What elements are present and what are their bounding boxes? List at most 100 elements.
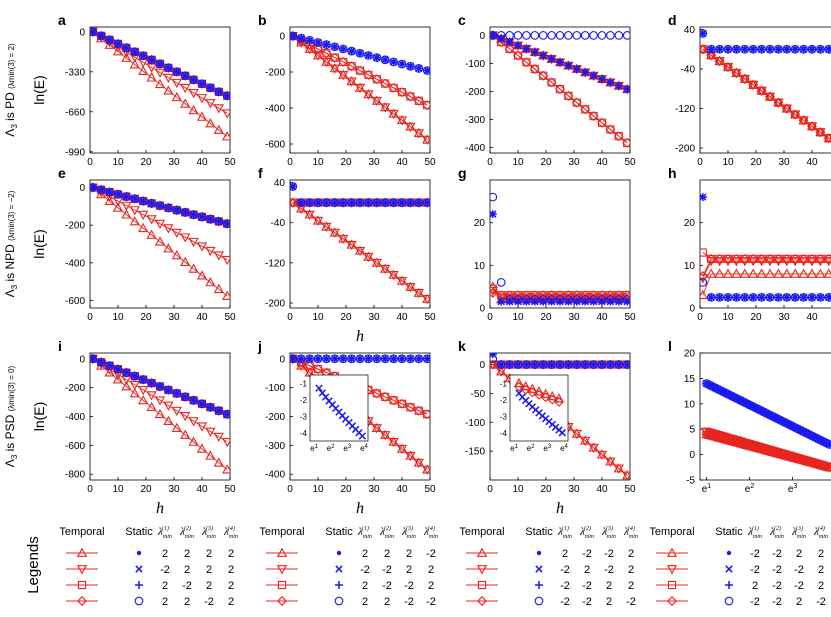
point-utri <box>146 229 157 239</box>
legend-value: 2 <box>428 580 434 592</box>
y-tick-label: -100 <box>465 418 485 429</box>
point-o <box>364 51 373 60</box>
x-tick-label: 0 <box>487 484 493 495</box>
point-o <box>496 360 506 369</box>
legend-value: 2 <box>796 548 802 560</box>
x-tick-label: 0 <box>87 157 93 168</box>
x-tick-label: 30 <box>168 484 180 495</box>
legend-marker-temporal <box>76 547 88 557</box>
point-dia <box>812 459 823 470</box>
point-o <box>130 371 140 381</box>
point-plus <box>522 360 531 369</box>
point-utri <box>154 408 166 419</box>
point-dia <box>790 253 801 264</box>
point-dtri <box>163 73 174 83</box>
point-dia <box>555 84 565 95</box>
x-tick-label: 30 <box>568 312 580 323</box>
y-tick-label: 15 <box>684 374 696 385</box>
point-o <box>113 189 123 199</box>
x-tick-label: 0 <box>697 312 703 323</box>
point-dtri <box>596 450 608 460</box>
point-o <box>799 44 808 54</box>
legend-value: -2 <box>360 564 370 576</box>
point-dtri <box>146 391 157 401</box>
point-dia <box>490 359 498 370</box>
series-layer <box>290 30 430 146</box>
point-dia <box>750 442 760 453</box>
point-o <box>589 31 598 40</box>
point-dia <box>807 121 817 132</box>
point-o <box>555 295 565 304</box>
legend-header-lambda: λmin(2) <box>579 525 594 540</box>
point-dtri <box>138 210 149 220</box>
point-dtri <box>163 224 174 234</box>
point-utri <box>163 415 174 426</box>
point-plus <box>715 45 724 54</box>
point-o <box>824 44 831 54</box>
point-utri <box>756 268 767 278</box>
x-axis-label: h <box>356 328 364 345</box>
legend-marker-temporal <box>276 565 288 575</box>
point-dtri <box>312 216 324 226</box>
panel-letter: l <box>668 338 672 354</box>
point-o <box>138 375 148 384</box>
point-dtri <box>171 228 182 239</box>
point-plus <box>114 365 122 374</box>
point-plus <box>623 360 630 369</box>
point-dia <box>809 458 820 469</box>
x-tick-label: 20 <box>140 312 152 323</box>
y-tick-label: 40 <box>684 25 696 36</box>
point-plus <box>547 360 556 369</box>
x-tick-label: 40 <box>396 484 408 495</box>
point-dia <box>744 440 755 451</box>
point-o <box>338 354 348 364</box>
y-tick-label: -200 <box>465 87 485 98</box>
point-dia <box>706 50 717 61</box>
x-tick-label: 40 <box>596 157 608 168</box>
legend-value: 2 <box>606 596 612 608</box>
point-plus <box>598 75 606 84</box>
point-dtri <box>205 99 216 109</box>
point-dia <box>781 103 792 114</box>
y-tick-label: -600 <box>265 140 285 151</box>
series-layer <box>700 193 831 302</box>
x-tick-label: 10 <box>312 312 324 323</box>
legend-header-lambda: λmin(3) <box>791 525 806 540</box>
point-dia <box>707 430 718 441</box>
panel-letter: g <box>458 165 467 181</box>
point-o <box>322 354 331 364</box>
point-dtri <box>413 289 424 299</box>
x-tick-label: 0 <box>287 157 293 168</box>
y-tick-label: -200 <box>675 144 695 155</box>
point-o <box>138 51 148 61</box>
point-dtri <box>422 465 430 475</box>
point-o <box>130 194 140 204</box>
legend-marker-temporal <box>667 580 677 590</box>
plot-frame <box>699 179 831 309</box>
point-plus <box>824 293 831 302</box>
point-dtri <box>205 246 216 257</box>
legend-value: -2 <box>160 564 170 576</box>
point-dia <box>714 253 725 264</box>
point-o <box>715 292 724 302</box>
point-plus <box>614 81 623 90</box>
point-dia <box>792 453 803 464</box>
point-o <box>505 360 514 369</box>
legend-value: 2 <box>184 564 190 576</box>
point-dia <box>773 97 784 108</box>
point-utri <box>196 270 208 280</box>
point-utri <box>731 268 742 278</box>
legend-marker-static <box>535 565 543 573</box>
point-utri <box>823 268 831 278</box>
point-o <box>189 395 198 405</box>
legend-header-lambda: λmin(4) <box>223 525 238 540</box>
point-o <box>774 44 783 54</box>
point-plus <box>206 83 215 92</box>
point-dia <box>735 438 746 449</box>
point-o <box>172 67 182 77</box>
point-o <box>380 55 390 65</box>
point-dtri <box>613 464 624 474</box>
legend-header-lambda: λmin(4) <box>623 525 638 540</box>
point-sq <box>700 248 707 257</box>
